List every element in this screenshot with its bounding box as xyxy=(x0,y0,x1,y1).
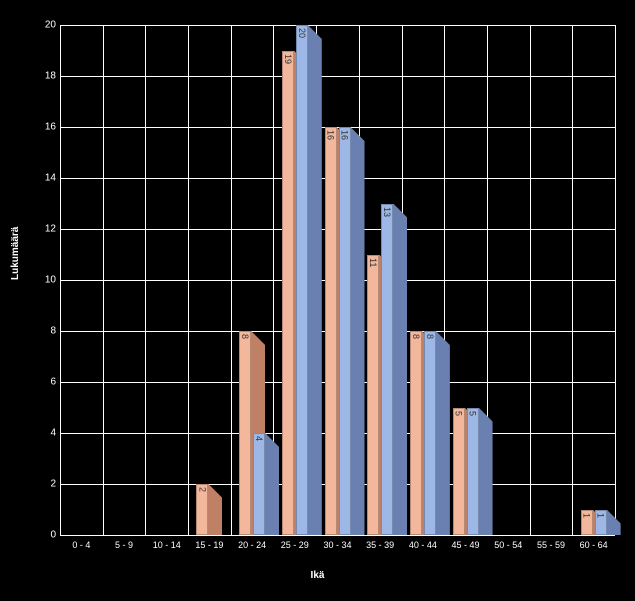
gridline-v xyxy=(572,25,573,535)
gridline-v xyxy=(145,25,146,535)
gridline-v xyxy=(530,25,531,535)
bar: 5 xyxy=(453,408,465,536)
bar-value-label: 5 xyxy=(454,411,464,416)
bar-value-label: 1 xyxy=(582,513,592,518)
bar-value-label: 20 xyxy=(297,28,307,38)
y-tick-label: 0 xyxy=(0,530,56,541)
x-tick-label: 50 - 54 xyxy=(494,540,522,550)
x-tick-label: 15 - 19 xyxy=(195,540,223,550)
x-tick-label: 40 - 44 xyxy=(409,540,437,550)
bar-value-label: 16 xyxy=(340,130,350,140)
y-axis-label: Lukumäärä xyxy=(10,227,21,280)
chart-container: Lukumäärä Ikä 02468101214161820 0 - 45 -… xyxy=(0,0,635,601)
bar-value-label: 2 xyxy=(197,487,207,492)
bar: 1 xyxy=(581,510,593,536)
bar-value-label: 4 xyxy=(254,436,264,441)
bar: 2 xyxy=(196,484,208,535)
bar: 8 xyxy=(410,331,422,535)
gridline-h xyxy=(60,76,615,77)
bar: 11 xyxy=(367,255,379,536)
bar-value-label: 8 xyxy=(240,334,250,339)
gridline-v xyxy=(60,25,61,535)
y-tick-label: 4 xyxy=(0,428,56,439)
gridline-h xyxy=(60,535,615,536)
x-tick-label: 0 - 4 xyxy=(72,540,90,550)
y-tick-label: 12 xyxy=(0,224,56,235)
y-tick-label: 10 xyxy=(0,275,56,286)
bar-value-label: 19 xyxy=(283,54,293,64)
bar: 4 xyxy=(253,433,265,535)
bar: 16 xyxy=(339,127,351,535)
bar-value-label: 16 xyxy=(326,130,336,140)
bar-value-label: 1 xyxy=(596,513,606,518)
y-tick-label: 18 xyxy=(0,71,56,82)
gridline-v xyxy=(231,25,232,535)
bar: 1 xyxy=(595,510,607,536)
y-tick-label: 2 xyxy=(0,479,56,490)
gridline-v xyxy=(615,25,616,535)
y-tick-label: 20 xyxy=(0,20,56,31)
gridline-v xyxy=(188,25,189,535)
x-tick-label: 5 - 9 xyxy=(115,540,133,550)
x-tick-label: 45 - 49 xyxy=(452,540,480,550)
x-tick-label: 55 - 59 xyxy=(537,540,565,550)
x-tick-label: 25 - 29 xyxy=(281,540,309,550)
y-tick-label: 16 xyxy=(0,122,56,133)
bar-value-label: 8 xyxy=(411,334,421,339)
bar-value-label: 13 xyxy=(382,207,392,217)
bar: 5 xyxy=(467,408,479,536)
x-tick-label: 30 - 34 xyxy=(323,540,351,550)
bar: 13 xyxy=(381,204,393,536)
x-tick-label: 10 - 14 xyxy=(153,540,181,550)
y-tick-label: 8 xyxy=(0,326,56,337)
y-tick-label: 6 xyxy=(0,377,56,388)
bar: 8 xyxy=(239,331,251,535)
x-tick-label: 20 - 24 xyxy=(238,540,266,550)
gridline-h xyxy=(60,25,615,26)
bar: 16 xyxy=(325,127,337,535)
x-axis-label: Ikä xyxy=(311,570,325,581)
gridline-h xyxy=(60,127,615,128)
bar-value-label: 8 xyxy=(425,334,435,339)
x-tick-label: 60 - 64 xyxy=(580,540,608,550)
plot-area: 284192016161113885511 xyxy=(60,25,615,535)
bar-value-label: 5 xyxy=(468,411,478,416)
bar: 8 xyxy=(424,331,436,535)
bar-value-label: 11 xyxy=(368,258,378,267)
bar: 20 xyxy=(296,25,308,535)
y-tick-label: 14 xyxy=(0,173,56,184)
bar: 19 xyxy=(282,51,294,536)
gridline-v xyxy=(103,25,104,535)
x-tick-label: 35 - 39 xyxy=(366,540,394,550)
